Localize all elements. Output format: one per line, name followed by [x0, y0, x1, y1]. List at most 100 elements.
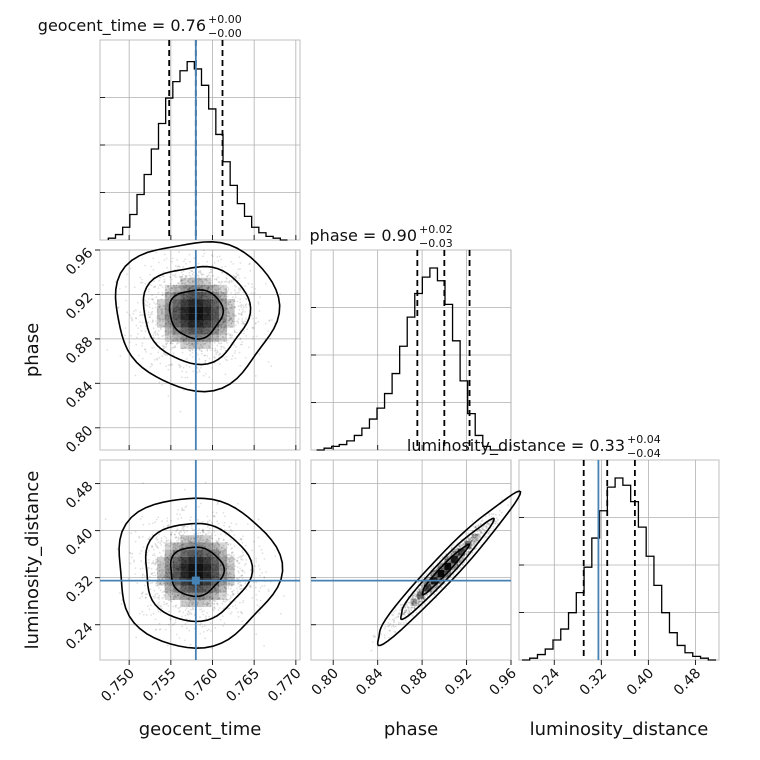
scatter-point — [184, 286, 187, 289]
scatter-point — [140, 314, 143, 316]
scatter-point — [220, 298, 222, 301]
scatter-point — [155, 538, 158, 540]
scatter-point — [197, 548, 200, 550]
scatter-point — [217, 537, 220, 540]
scatter-point — [188, 366, 191, 368]
scatter-point — [157, 351, 160, 354]
scatter-point — [205, 540, 208, 543]
scatter-point — [228, 303, 230, 306]
scatter-point — [204, 597, 207, 600]
scatter-point — [210, 602, 213, 605]
scatter-point — [230, 522, 233, 524]
scatter-point — [186, 289, 189, 291]
scatter-point — [216, 602, 218, 605]
scatter-point — [143, 336, 146, 339]
density-cell — [180, 571, 189, 579]
scatter-point — [155, 320, 157, 323]
scatter-point — [213, 606, 216, 609]
scatter-point — [181, 543, 184, 546]
scatter-point — [242, 601, 244, 604]
scatter-point — [193, 257, 196, 259]
density-cell — [226, 299, 235, 307]
scatter-point — [170, 533, 173, 536]
scatter-point — [173, 550, 176, 553]
scatter-point — [155, 296, 158, 299]
scatter-point — [205, 339, 207, 342]
scatter-point — [152, 548, 155, 551]
scatter-point — [236, 587, 238, 590]
scatter-point — [168, 594, 170, 597]
scatter-point — [160, 539, 163, 542]
scatter-point — [242, 535, 244, 538]
scatter-point — [159, 581, 162, 584]
scatter-point — [217, 288, 220, 291]
scatter-point — [150, 568, 153, 570]
scatter-point — [104, 518, 107, 521]
scatter-point — [187, 285, 190, 288]
scatter-point — [228, 571, 231, 574]
scatter-point — [225, 568, 228, 571]
scatter-point — [174, 596, 176, 598]
scatter-point — [141, 595, 144, 598]
scatter-point — [212, 296, 215, 299]
scatter-point — [174, 544, 177, 547]
scatter-point — [171, 312, 174, 315]
scatter-point — [175, 536, 178, 539]
scatter-point — [237, 582, 240, 585]
scatter-point — [269, 337, 272, 340]
density-cell — [195, 599, 204, 608]
scatter-point — [161, 572, 164, 575]
scatter-point — [251, 549, 254, 552]
scatter-point — [223, 582, 226, 585]
scatter-point — [214, 349, 217, 351]
scatter-point — [183, 509, 186, 512]
scatter-point — [227, 574, 230, 577]
scatter-point — [148, 608, 151, 611]
scatter-point — [202, 597, 205, 600]
scatter-point — [200, 280, 203, 283]
scatter-point — [191, 348, 194, 351]
scatter-point — [236, 559, 239, 562]
scatter-point — [159, 611, 162, 613]
density-cell — [180, 341, 189, 349]
scatter-point — [201, 280, 204, 283]
density-cell — [164, 563, 173, 572]
scatter-point — [445, 587, 447, 590]
scatter-point — [184, 609, 187, 611]
scatter-point — [213, 515, 216, 518]
scatter-point — [199, 537, 202, 539]
scatter-point — [177, 286, 180, 289]
scatter-point — [202, 602, 205, 605]
scatter-point — [149, 575, 151, 578]
scatter-point — [154, 595, 157, 598]
density-cell — [203, 320, 212, 328]
scatter-point — [475, 538, 478, 540]
scatter-point — [253, 581, 256, 584]
scatter-point — [213, 285, 216, 287]
density-cell — [211, 563, 220, 572]
scatter-point — [215, 589, 218, 591]
density-cell — [157, 556, 165, 564]
scatter-point — [166, 568, 169, 570]
scatter-point — [243, 330, 245, 332]
scatter-point — [198, 528, 200, 530]
scatter-point — [234, 315, 237, 318]
scatter-point — [214, 356, 216, 359]
scatter-point — [218, 547, 221, 550]
scatter-point — [170, 294, 173, 297]
density-cells — [157, 277, 235, 349]
scatter-point — [155, 306, 157, 309]
scatter-point — [206, 341, 208, 343]
scatter-point — [168, 587, 171, 590]
scatter-point — [155, 357, 158, 360]
scatter-point — [225, 541, 228, 544]
scatter-point — [159, 562, 162, 565]
scatter-point — [174, 330, 177, 332]
scatter-point — [239, 567, 241, 570]
scatter-point — [182, 340, 184, 342]
density-cell — [195, 535, 204, 543]
scatter-point — [224, 600, 227, 603]
scatter-point — [178, 295, 181, 297]
scatter-point — [171, 335, 174, 338]
scatter-point — [235, 314, 238, 317]
